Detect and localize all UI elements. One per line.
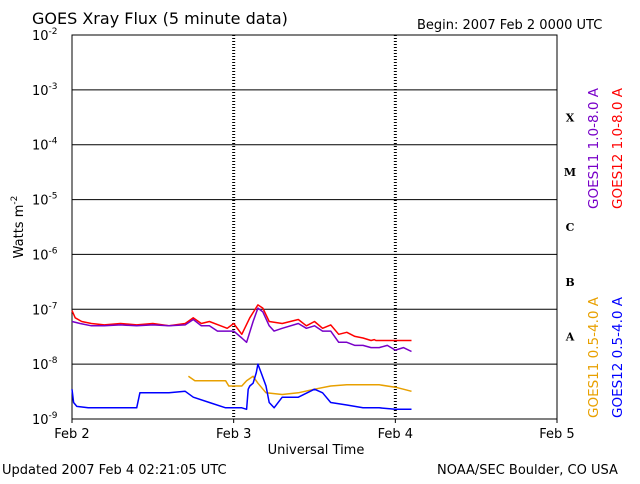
flare-class-labels: X M C B A (564, 111, 576, 343)
y-tick-base: 10 (32, 29, 49, 44)
y-tick-label: 10-3 (32, 82, 58, 99)
y-axis-label-exp: -2 (10, 196, 20, 205)
data-source: NOAA/SEC Boulder, CO USA (437, 463, 618, 478)
x-tick-label: Feb 3 (216, 427, 251, 442)
flare-class-label: A (565, 331, 575, 344)
y-tick-exp: -7 (49, 301, 58, 311)
y-tick-base: 10 (32, 248, 49, 263)
y-tick-label: 10-9 (32, 411, 58, 428)
y-tick-base: 10 (32, 194, 49, 209)
flare-class-label: B (565, 276, 574, 289)
y-tick-label: 10-7 (32, 301, 58, 318)
x-axis-label: Universal Time (268, 443, 365, 458)
series-lines (71, 304, 412, 411)
plot-frame (71, 34, 558, 420)
legend-entry: GOES12 1.0-8.0 A (610, 87, 626, 209)
y-tick-base: 10 (32, 303, 49, 318)
updated-timestamp: Updated 2007 Feb 4 02:21:05 UTC (2, 463, 227, 478)
legend-entry: GOES11 1.0-8.0 A (586, 87, 602, 209)
legend-entry: GOES12 0.5-4.0 A (610, 296, 626, 418)
y-tick-exp: -6 (49, 246, 58, 256)
legend-entry: GOES11 0.5-4.0 A (586, 296, 602, 418)
flare-class-label: X (566, 111, 575, 124)
y-tick-label: 10-8 (32, 356, 58, 373)
x-tick-label: Feb 2 (54, 427, 89, 442)
legend: GOES11 0.5-4.0 A GOES12 0.5-4.0 A GOES11 1… (586, 87, 626, 418)
series-line (71, 307, 412, 353)
y-tick-label: 10-5 (32, 192, 58, 209)
flare-class-label: M (564, 166, 576, 179)
x-tick-label: Feb 4 (378, 427, 413, 442)
chart-title: GOES Xray Flux (5 minute data) (32, 9, 288, 28)
day-markers (232, 35, 397, 419)
x-tick-label: Feb 5 (539, 427, 574, 442)
series-line (71, 363, 412, 411)
begin-time-label: Begin: 2007 Feb 2 0000 UTC (417, 18, 602, 33)
y-tick-base: 10 (32, 413, 49, 428)
x-axis-ticks: Feb 2 Feb 3 Feb 4 Feb 5 (54, 419, 575, 442)
plot-area (71, 34, 558, 420)
flare-class-label: C (566, 221, 575, 234)
y-tick-base: 10 (32, 139, 49, 154)
y-axis-ticks: 10-210-310-410-510-610-710-810-9 (32, 27, 58, 428)
y-tick-exp: -5 (49, 192, 58, 202)
y-tick-exp: -8 (49, 356, 58, 366)
y-tick-base: 10 (32, 84, 49, 99)
y-tick-label: 10-2 (32, 27, 58, 44)
y-axis-label-base: Watts m (12, 205, 27, 259)
series-line (187, 375, 412, 396)
series-line (71, 304, 412, 342)
y-tick-exp: -4 (49, 137, 58, 147)
y-tick-base: 10 (32, 358, 49, 373)
y-tick-label: 10-4 (32, 137, 58, 154)
y-tick-exp: -9 (49, 411, 58, 421)
y-tick-label: 10-6 (32, 246, 58, 263)
y-axis-label: Watts m-2 (10, 196, 27, 259)
y-tick-exp: -2 (49, 27, 58, 37)
decade-gridlines (72, 89, 557, 365)
y-tick-exp: -3 (49, 82, 58, 92)
